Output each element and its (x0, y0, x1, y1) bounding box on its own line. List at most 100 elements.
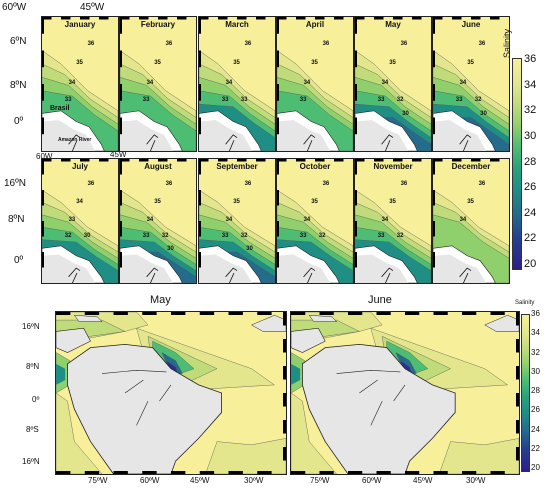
colorbar-tick-label: 22 (524, 232, 537, 245)
contour-label: 33 (142, 233, 150, 240)
lon-label-60w-row2: 60W (36, 152, 53, 161)
contour-label: 35 (389, 59, 396, 66)
lon-label-45w-row2: 45W (110, 150, 127, 159)
colorbar-tick-label: 28 (531, 386, 540, 395)
contour-label: 32 (64, 233, 72, 240)
contour-label: 34 (459, 79, 467, 86)
contour-label: 35 (154, 198, 161, 205)
colorbar-title: Salinity (502, 28, 512, 58)
month-title: August (144, 162, 172, 171)
contour-label: 35 (76, 59, 83, 66)
contour-label: 30 (480, 110, 487, 117)
contour-label: 33 (221, 97, 229, 104)
contour-label: 30 (83, 233, 91, 240)
lat-label-16n-bottom: 16ºN (22, 322, 40, 331)
contour-label: 34 (68, 79, 76, 86)
contour-label: 32 (318, 233, 326, 240)
lat-label-8n-bottom: 8ºN (26, 362, 40, 371)
month-title: April (305, 20, 325, 29)
contour-label: 33 (377, 97, 385, 104)
colorbar-tick-label: 30 (531, 366, 540, 376)
lon-label-60w-b: 60ºW (362, 476, 382, 485)
colorbar-tick-label: 30 (524, 129, 537, 142)
month-title: November (373, 162, 413, 171)
month-panel-september: September 36 35 34 33 32 30 (198, 158, 276, 284)
contour-label: 34 (225, 79, 233, 86)
lat-label-0-bottom: 0º (32, 395, 40, 404)
contour-label: 36 (400, 41, 408, 48)
colorbar-tick-label: 26 (531, 405, 540, 415)
colorbar-tick-label: 26 (524, 181, 537, 194)
contour-label: 34 (381, 217, 389, 224)
contour-label: 30 (402, 110, 409, 117)
contour-label: 33 (221, 233, 229, 240)
month-title: January (64, 20, 96, 29)
large-map-june (290, 311, 520, 475)
annotation-brasil: Brasil (50, 105, 70, 112)
colorbar-tick-label: 28 (524, 155, 537, 168)
colorbar-tick-label: 36 (524, 53, 537, 65)
lon-label-45w-a: 45ºW (190, 476, 210, 485)
contour-label: 34 (76, 198, 83, 205)
lat-label-16n: 16ºN (4, 178, 26, 189)
contour-label: 34 (381, 79, 389, 86)
month-title: September (216, 162, 258, 171)
contour-label: 36 (244, 181, 252, 188)
contour-label: 35 (154, 59, 161, 66)
month-title: December (451, 162, 491, 171)
month-title: March (225, 20, 249, 29)
contour-label: 30 (167, 245, 174, 252)
month-title: May (385, 20, 401, 29)
colorbar-bottom-title: Salinity (515, 300, 535, 306)
colorbar-top (512, 58, 522, 270)
colorbar-tick-label: 22 (531, 443, 540, 453)
lat-label-6n: 6ºN (10, 36, 27, 47)
contour-label: 35 (311, 59, 318, 66)
month-panel-december: December 36 35 34 (432, 158, 510, 284)
month-panel-january: January 36 35 34 33 Brasil Amazon River (41, 16, 119, 152)
colorbar-tick-label: 20 (524, 258, 537, 270)
contour-label: 35 (311, 198, 318, 205)
contour-label: 34 (146, 217, 154, 224)
contour-label: 32 (396, 97, 404, 104)
month-panel-march: March 36 35 34 33 33 (198, 16, 276, 152)
contour-label: 33 (64, 97, 72, 104)
colorbar-tick-label: 20 (531, 463, 540, 472)
lon-label-75w-a: 75ºW (88, 476, 108, 485)
contour-label: 36 (322, 41, 330, 48)
contour-label: 34 (225, 217, 233, 224)
contour-label: 34 (303, 217, 311, 224)
contour-label: 33 (299, 233, 307, 240)
month-panel-november: November 36 35 34 33 32 (354, 158, 432, 284)
lat-label-16s-bottom: 16ºN (22, 457, 40, 466)
month-panel-july: July 36 34 33 32 30 (41, 158, 119, 284)
colorbar-tick-label: 24 (531, 424, 540, 434)
lat-label-8n-row2: 8ºN (8, 214, 25, 225)
lon-label-45w: 45ºW (80, 2, 105, 13)
contour-label: 36 (87, 41, 95, 48)
lon-label-60w: 60ºW (2, 2, 27, 13)
month-panel-february: February 36 35 34 33 (119, 16, 197, 152)
lon-label-75w-b: 75ºW (310, 476, 330, 485)
lon-label-30w-b: 30ºW (466, 476, 486, 485)
contour-label: 35 (467, 198, 474, 205)
colorbar-tick-label: 34 (524, 78, 537, 91)
lon-label-60w-a: 60ºW (140, 476, 160, 485)
contour-label: 30 (246, 245, 253, 252)
month-title: July (71, 162, 88, 171)
contour-label: 35 (467, 59, 474, 66)
contour-label: 33 (68, 217, 76, 224)
lat-label-0-row2: 0º (14, 255, 24, 266)
contour-label: 36 (165, 41, 173, 48)
colorbar-tick-label: 34 (531, 328, 540, 338)
colorbar-tick-label: 32 (531, 347, 540, 357)
contour-label: 36 (244, 41, 252, 48)
month-title: June (461, 20, 481, 29)
lat-label-8s-bottom: 8ºS (26, 425, 39, 434)
contour-label: 33 (142, 97, 150, 104)
contour-label: 34 (303, 79, 311, 86)
contour-label: 36 (478, 181, 486, 188)
contour-label: 33 (299, 97, 307, 104)
colorbar-bottom (521, 314, 530, 472)
contour-label: 32 (474, 97, 482, 104)
